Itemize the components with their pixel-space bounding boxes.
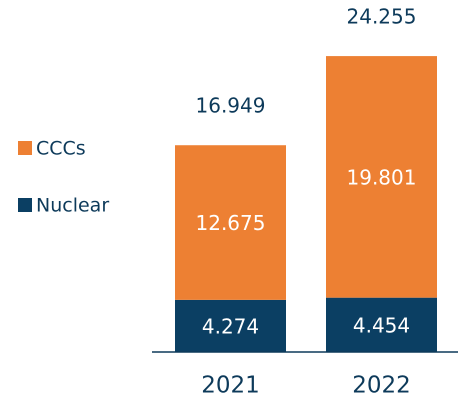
legend-label: CCCs	[36, 138, 86, 160]
bar-segment	[326, 56, 437, 298]
total-label: 16.949	[196, 94, 266, 118]
total-label: 24.255	[347, 5, 417, 29]
legend-label: Nuclear	[36, 195, 109, 217]
bar-segment	[175, 299, 286, 352]
legend-swatch	[18, 198, 32, 212]
value-label: 12.675	[196, 211, 266, 235]
value-label: 19.801	[347, 165, 417, 189]
value-label: 4.274	[202, 314, 259, 338]
x-tick-label: 2021	[201, 373, 260, 399]
legend-swatch	[18, 141, 32, 155]
bar-segment	[326, 297, 437, 352]
bar-segment	[175, 145, 286, 300]
value-label: 4.454	[353, 313, 410, 337]
x-tick-label: 2022	[352, 373, 411, 399]
